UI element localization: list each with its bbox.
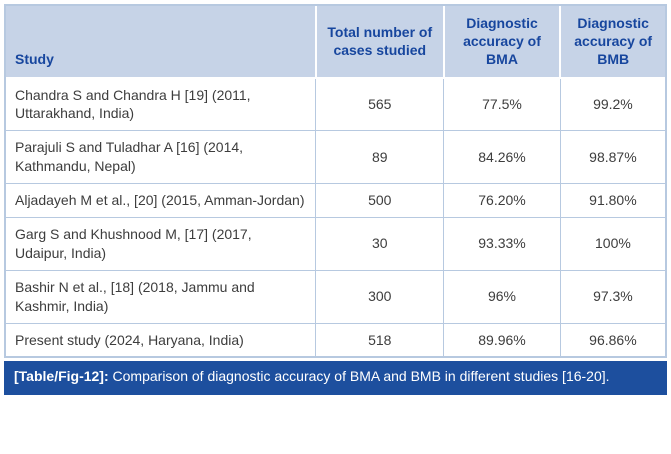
- bma-accuracy-value: 76.20%: [443, 183, 561, 219]
- study-name: Present study (2024, Haryana, India): [6, 322, 317, 357]
- bma-accuracy-value: 96%: [443, 269, 561, 324]
- table-row: Present study (2024, Haryana, India) 518…: [6, 322, 665, 357]
- study-name: Garg S and Khushnood M, [17] (2017, Udai…: [6, 217, 317, 271]
- caption-label: [Table/Fig-12]:: [14, 368, 109, 385]
- column-header-total-cases: Total number of cases studied: [314, 6, 445, 79]
- study-name: Aljadayeh M et al., [20] (2015, Amman-Jo…: [6, 183, 317, 219]
- bma-accuracy-value: 84.26%: [443, 130, 561, 185]
- bma-accuracy-value: 93.33%: [443, 217, 561, 271]
- bmb-accuracy-value: 96.86%: [559, 322, 665, 357]
- caption-text: Comparison of diagnostic accuracy of BMA…: [108, 368, 610, 385]
- table-caption: [Table/Fig-12]: Comparison of diagnostic…: [4, 361, 667, 396]
- column-header-study: Study: [6, 6, 317, 79]
- table-row: Bashir N et al., [18] (2018, Jammu and K…: [6, 269, 665, 324]
- bmb-accuracy-value: 99.2%: [559, 77, 665, 132]
- table-row: Garg S and Khushnood M, [17] (2017, Udai…: [6, 217, 665, 271]
- cases-value: 89: [315, 130, 445, 185]
- study-comparison-table: Study Total number of cases studied Diag…: [6, 6, 665, 357]
- header-row: Study Total number of cases studied Diag…: [6, 6, 665, 79]
- study-name: Bashir N et al., [18] (2018, Jammu and K…: [6, 269, 317, 324]
- column-header-bmb-accuracy: Diagnostic accuracy of BMB: [559, 6, 665, 79]
- bmb-accuracy-value: 91.80%: [559, 183, 665, 219]
- cases-value: 300: [315, 269, 445, 324]
- comparison-table: Study Total number of cases studied Diag…: [4, 4, 667, 359]
- bmb-accuracy-value: 98.87%: [559, 130, 665, 185]
- cases-value: 518: [315, 322, 445, 357]
- table-row: Parajuli S and Tuladhar A [16] (2014, Ka…: [6, 130, 665, 185]
- bma-accuracy-value: 77.5%: [443, 77, 561, 132]
- study-name: Parajuli S and Tuladhar A [16] (2014, Ka…: [6, 130, 317, 185]
- study-name: Chandra S and Chandra H [19] (2011, Utta…: [6, 77, 317, 132]
- cases-value: 565: [315, 77, 445, 132]
- cases-value: 500: [315, 183, 445, 219]
- table-header: Study Total number of cases studied Diag…: [6, 6, 665, 79]
- table-row: Chandra S and Chandra H [19] (2011, Utta…: [6, 77, 665, 132]
- bmb-accuracy-value: 100%: [559, 217, 665, 271]
- bma-accuracy-value: 89.96%: [443, 322, 561, 357]
- column-header-bma-accuracy: Diagnostic accuracy of BMA: [442, 6, 562, 79]
- cases-value: 30: [315, 217, 445, 271]
- table-body: Chandra S and Chandra H [19] (2011, Utta…: [6, 77, 665, 357]
- bmb-accuracy-value: 97.3%: [559, 269, 665, 324]
- table-row: Aljadayeh M et al., [20] (2015, Amman-Jo…: [6, 183, 665, 219]
